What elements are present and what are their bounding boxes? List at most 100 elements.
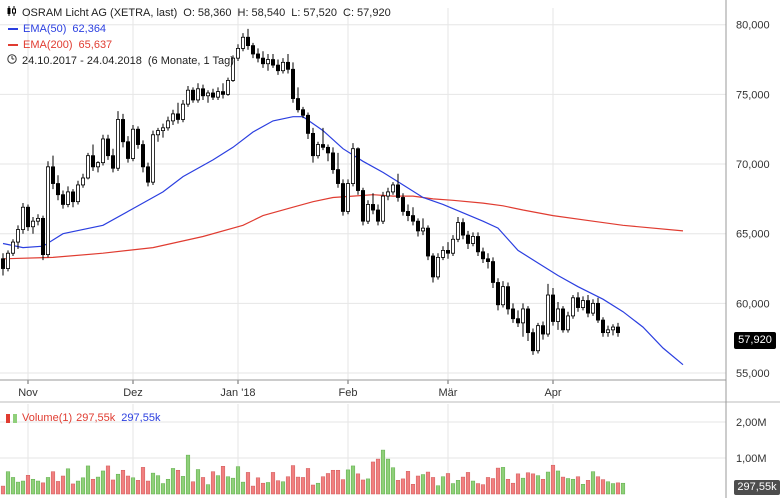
ema50-swatch	[8, 28, 18, 30]
volume-value-red: 297,55k	[76, 412, 116, 424]
candle-body	[61, 194, 66, 205]
volume-down-swatch	[6, 413, 10, 423]
volume-up-swatch	[13, 413, 17, 423]
volume-bar	[310, 484, 316, 495]
candle	[345, 179, 350, 215]
volume-bar	[440, 476, 446, 495]
candle-body	[200, 88, 205, 97]
candle-body	[190, 89, 195, 101]
volume-bar	[580, 484, 586, 495]
candle-body	[606, 329, 611, 334]
candle-body	[440, 250, 445, 258]
volume-bar	[240, 481, 246, 495]
candle	[320, 127, 325, 151]
candle	[455, 216, 460, 243]
candle-body	[450, 238, 455, 254]
candle	[30, 216, 35, 234]
volume-bar	[410, 484, 416, 495]
candle-body	[536, 325, 541, 352]
candle-body	[195, 88, 200, 101]
volume-bar	[170, 468, 176, 495]
candle-body	[365, 204, 370, 222]
volume-bar	[115, 473, 121, 495]
candle	[546, 283, 551, 337]
legend-ema50-row[interactable]: EMA(50) 62,364	[6, 21, 391, 37]
volume-bar	[160, 483, 166, 495]
candle-body	[430, 255, 435, 278]
candle	[465, 230, 470, 250]
volume-bar	[5, 471, 11, 495]
candle-body	[155, 130, 160, 136]
candle-body	[586, 300, 591, 314]
ema50-value: 62,364	[72, 23, 107, 35]
volume-bar	[475, 483, 481, 495]
candle	[10, 239, 15, 256]
legend-ema200-row[interactable]: EMA(200) 65,637	[6, 37, 391, 53]
candle-body	[150, 134, 155, 183]
chart-legend: OSRAM Licht AG (XETRA, last) O: 58,360 H…	[6, 5, 391, 69]
candle	[130, 125, 135, 162]
volume-bar	[35, 480, 41, 495]
candle-body	[265, 59, 270, 65]
candle	[91, 144, 96, 172]
candle-body	[485, 258, 490, 262]
candle-body	[20, 206, 25, 230]
candle	[521, 303, 526, 337]
candle	[160, 123, 165, 138]
candle	[240, 33, 245, 52]
candle	[190, 87, 195, 103]
candle	[405, 204, 410, 222]
candle	[531, 328, 536, 355]
legend-title-row: OSRAM Licht AG (XETRA, last) O: 58,360 H…	[6, 5, 391, 21]
candle	[290, 62, 295, 103]
volume-bar	[335, 469, 341, 495]
candle-body	[325, 146, 330, 154]
volume-bar	[590, 471, 596, 495]
candle	[6, 250, 11, 272]
volume-bar	[505, 478, 511, 495]
candle	[275, 59, 280, 75]
date-range: 24.10.2017 - 24.04.2018	[22, 55, 142, 67]
volume-bar	[585, 480, 591, 495]
volume-bar	[425, 471, 431, 495]
candle	[255, 48, 260, 63]
volume-bar	[445, 473, 451, 495]
candle	[175, 102, 180, 124]
candle-body	[250, 45, 255, 55]
volume-bar	[270, 472, 276, 495]
candle	[490, 257, 495, 289]
volume-bar	[300, 477, 306, 495]
candle	[551, 288, 556, 326]
volume-bar	[390, 467, 396, 495]
volume-bar	[490, 478, 496, 495]
candle	[395, 173, 400, 202]
candle-body	[561, 308, 566, 331]
candle-body	[36, 217, 41, 222]
candle	[510, 303, 515, 323]
volume-bar	[315, 482, 321, 495]
candle	[165, 116, 170, 131]
volume-value-blue: 297,55k	[121, 412, 161, 424]
candle-body	[145, 166, 150, 183]
candle-body	[310, 132, 315, 157]
volume-bar	[60, 475, 66, 495]
candle	[210, 88, 215, 100]
candle	[616, 322, 621, 337]
volume-bar	[80, 477, 86, 495]
candle	[606, 325, 611, 337]
period-label: (6 Monate, 1 Tag)	[147, 55, 234, 67]
candle	[71, 189, 76, 208]
candle	[260, 51, 265, 68]
candle-body	[56, 183, 61, 196]
candle	[500, 281, 505, 308]
volume-bar	[620, 482, 626, 495]
candle	[41, 215, 46, 261]
candle	[390, 182, 395, 195]
candle-body	[210, 92, 215, 98]
volume-label: Volume(1)	[22, 412, 73, 424]
candle	[121, 113, 126, 148]
candle-body	[380, 195, 385, 222]
volume-bar	[145, 480, 151, 495]
candle-body	[500, 286, 505, 306]
